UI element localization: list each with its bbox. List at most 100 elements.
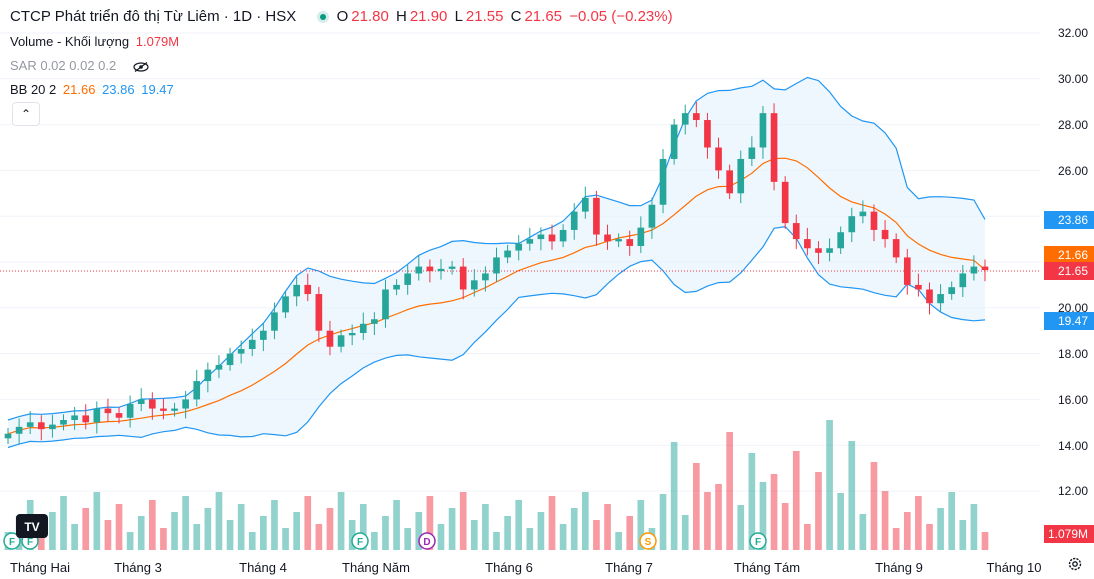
price-badge xyxy=(1044,211,1094,229)
event-marker-label: F xyxy=(9,537,15,548)
bollinger-upper-line xyxy=(7,76,986,421)
volume-bar xyxy=(126,532,134,550)
collapse-legend-button[interactable]: ⌃ xyxy=(12,102,40,126)
volume-bar xyxy=(104,520,112,550)
tradingview-logo[interactable]: TV xyxy=(16,514,48,538)
bollinger-legend[interactable]: BB 20 2 21.66 23.86 19.47 xyxy=(10,82,177,97)
volume-bar xyxy=(792,451,800,550)
time-tick-label: Tháng 10 xyxy=(987,560,1042,575)
volume-bar xyxy=(737,505,745,550)
candle-body xyxy=(759,113,767,148)
candle-body xyxy=(970,266,978,274)
candle-body xyxy=(615,239,622,242)
candle-body xyxy=(537,234,545,240)
candle-body xyxy=(137,399,145,404)
candle-body xyxy=(193,381,201,400)
volume-bar xyxy=(715,484,722,550)
candle-body xyxy=(126,403,134,418)
hidden-eye-icon[interactable] xyxy=(133,61,149,72)
candle-body xyxy=(37,422,45,430)
volume-bar xyxy=(659,494,667,550)
gear-icon[interactable] xyxy=(1067,556,1083,572)
volume-bar xyxy=(526,528,534,550)
volume-bar xyxy=(237,504,245,550)
bb-label: BB 20 2 xyxy=(10,82,57,97)
volume-bar xyxy=(260,516,267,550)
candle-body xyxy=(870,211,878,230)
volume-bar xyxy=(337,492,345,550)
candle-body xyxy=(792,223,800,240)
candle-body xyxy=(959,273,967,288)
price-tick-label: 1.079M xyxy=(1048,527,1088,541)
candle-body xyxy=(748,147,756,159)
volume-bar xyxy=(393,500,400,550)
price-badge xyxy=(1044,246,1094,264)
candle-body xyxy=(426,266,434,272)
volume-bar xyxy=(770,474,778,550)
volume-legend[interactable]: Volume - Khối lượng 1.079M xyxy=(10,34,182,49)
volume-bar xyxy=(148,500,156,550)
volume-bar xyxy=(981,532,989,550)
event-marker-label: S xyxy=(645,537,652,548)
price-tick-label: 26.00 xyxy=(1058,164,1088,178)
candle-body xyxy=(215,365,223,370)
candle-body xyxy=(548,234,556,242)
volume-value: 1.079M xyxy=(135,34,180,49)
candle-body xyxy=(504,250,511,258)
candle-body xyxy=(559,229,567,242)
volume-bar xyxy=(193,524,201,550)
time-axis[interactable]: Tháng Hai Tháng 3 Tháng 4 Tháng Năm Tháng 6 T… xyxy=(10,560,1041,575)
candle-body xyxy=(304,284,312,295)
volume-bar xyxy=(637,500,645,550)
volume-bar xyxy=(326,508,334,550)
volume-bar xyxy=(970,504,978,550)
volume-bar xyxy=(693,463,700,550)
price-tick-label: 28.00 xyxy=(1058,118,1088,132)
candle-body xyxy=(737,158,745,194)
candle-body xyxy=(260,330,267,340)
candle-body xyxy=(581,197,589,212)
volume-bar xyxy=(504,516,511,550)
volume-bar xyxy=(548,496,556,550)
volume-bar xyxy=(870,462,878,550)
market-status-icon[interactable] xyxy=(317,11,330,24)
candle-body xyxy=(437,268,445,272)
volume-bar xyxy=(371,532,378,550)
event-marker-F[interactable]: F xyxy=(3,532,21,550)
candle-body xyxy=(171,408,178,411)
price-axis[interactable]: 32.00 30.00 28.00 26.00 23.86 21.66 21.65 20.00… xyxy=(1044,26,1094,543)
price-tick-label: 14.00 xyxy=(1058,439,1088,453)
volume-bar xyxy=(115,504,123,550)
event-marker-label: F xyxy=(755,537,761,548)
volume-bar xyxy=(37,528,45,550)
candle-body xyxy=(348,332,356,336)
volume-bar xyxy=(415,512,423,550)
price-badge xyxy=(1044,312,1094,330)
event-marker-F[interactable]: F xyxy=(749,532,767,550)
volume-bar xyxy=(559,524,567,550)
volume-bar xyxy=(681,515,689,550)
event-marker-F[interactable]: F xyxy=(351,532,369,550)
time-tick-label: Tháng 6 xyxy=(485,560,533,575)
candle-body xyxy=(681,113,689,125)
candle-body xyxy=(415,266,423,274)
candlesticks xyxy=(4,101,989,445)
volume-bars xyxy=(4,420,989,550)
low-label: L xyxy=(454,8,463,25)
volume-bar xyxy=(915,496,922,550)
time-tick-label: Tháng 9 xyxy=(875,560,923,575)
event-marker-D[interactable]: D xyxy=(418,532,436,550)
volume-bar xyxy=(670,442,678,550)
candle-body xyxy=(903,257,911,285)
candle-body xyxy=(648,204,656,228)
candle-body xyxy=(526,239,534,244)
event-marker-S[interactable]: S xyxy=(639,532,657,550)
volume-bar xyxy=(470,520,478,550)
sar-legend[interactable]: SAR 0.02 0.02 0.2 xyxy=(10,58,149,73)
candle-body xyxy=(293,284,300,297)
volume-bar xyxy=(426,496,434,550)
symbol-title[interactable]: CTCP Phát triển đô thị Từ Liêm · 1D · HS… xyxy=(10,8,297,25)
volume-bar xyxy=(93,492,101,550)
